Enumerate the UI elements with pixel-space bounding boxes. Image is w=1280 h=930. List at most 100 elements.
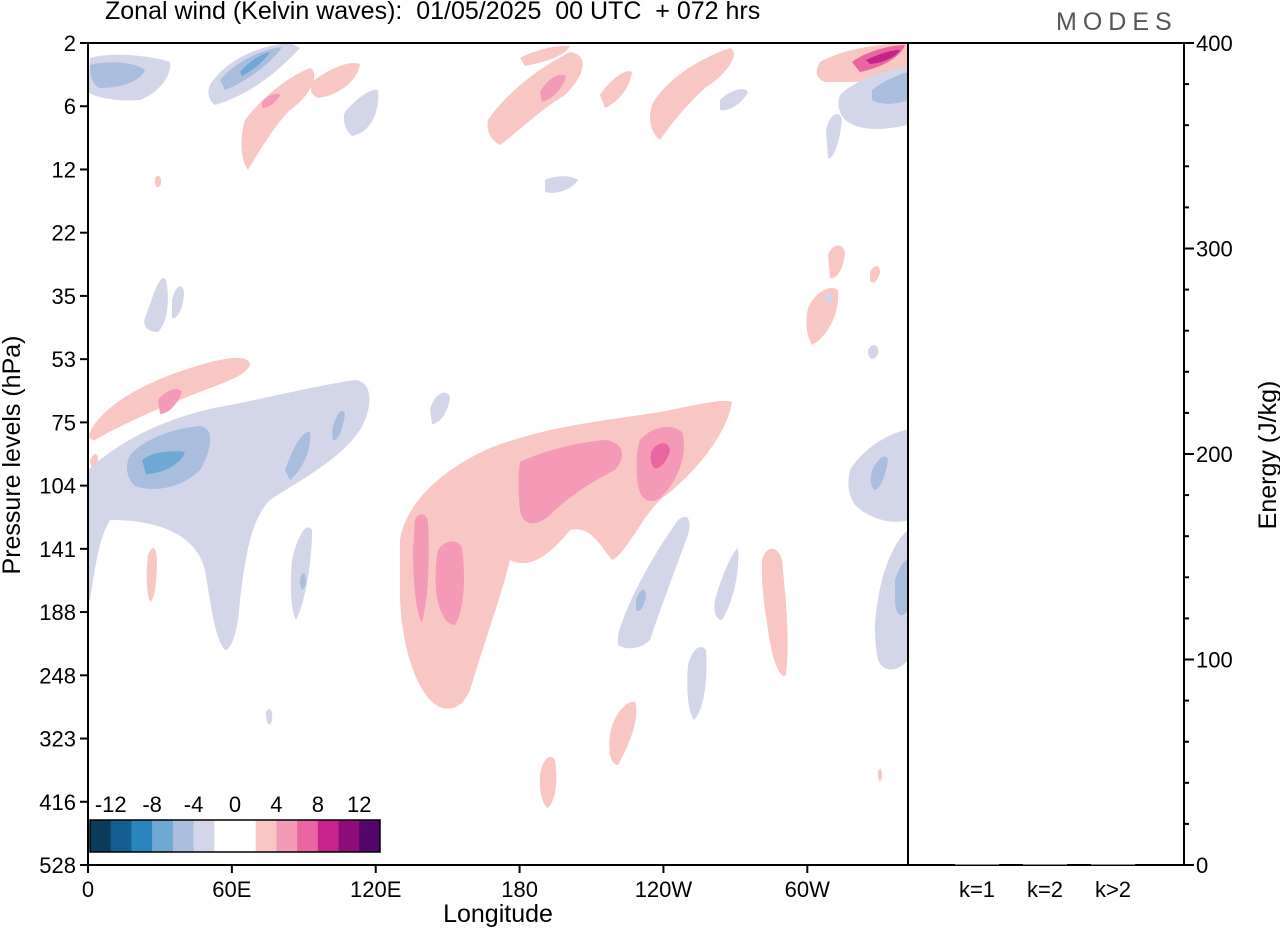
colorbar-swatch [172,820,194,852]
energy-tick-label: 400 [1196,31,1233,56]
energy-bar [1091,864,1135,865]
contour-neg-weak [687,646,707,720]
y-axis-label: Pressure levels (hPa) [0,336,26,575]
modes-logo: MODES [1056,8,1178,36]
x-tick-label: 180 [501,877,538,902]
axes: 0 60E 120E 180 120W 60W 2 6 12 22 35 53 75 104 141 188… [0,31,1280,928]
y-tick-label: 188 [39,600,76,625]
contour-neg-weak [343,89,379,136]
y-tick-label: 53 [52,347,76,372]
contour-neg-weak [430,392,450,424]
contour-pos-weak [539,756,557,808]
contour-pos-weak [870,266,880,283]
contour-neg-weak [826,114,842,159]
energy-tick-label: 200 [1196,442,1233,467]
x-tick-label: 120W [635,877,693,902]
contour-neg-mod [285,431,311,480]
contour-neg-weak [720,89,748,111]
y-tick-label: 104 [39,474,76,499]
contour-pos-weak [241,68,315,170]
contour-neg-weak [266,709,273,725]
y-tick-label: 75 [52,410,76,435]
contour-pos-weak [828,245,845,279]
colorbar-frame [89,819,381,853]
colorbar: -12 -8 -4 0 4 8 12 [89,792,381,853]
contour-neg-mod [895,559,908,616]
y-tick-label: 6 [64,94,76,119]
colorbar-swatch [359,820,381,852]
contour-pos-weak [806,288,839,345]
x-axis-label: Longitude [443,900,553,928]
y-tick-label: 35 [52,284,76,309]
colorbar-swatch [152,820,174,852]
energy-category-label: k=1 [959,877,995,902]
contour-pos-mod [518,440,622,524]
y-tick-label: 141 [39,537,76,562]
colorbar-label: 8 [312,792,324,817]
contour-neg-weak [172,286,184,319]
y-tick-label: 528 [39,853,76,878]
contour-neg-mod [90,62,145,88]
colorbar-swatch [297,820,319,852]
y-tick-label: 416 [39,790,76,815]
x-tick-label: 60W [785,877,830,902]
contour-neg-mod [872,72,908,104]
y-tick-label: 22 [52,221,76,246]
contour-pos-weak [878,768,882,782]
energy-bar [955,864,999,865]
colorbar-swatch [214,820,236,852]
x-tick-label: 0 [82,877,94,902]
x-tick-label: 120E [350,877,401,902]
hovmoller-frame [87,42,909,866]
chart-title: Zonal wind (Kelvin waves): 01/05/2025 00… [105,0,761,25]
x-tick-label: 60E [212,877,251,902]
contour-neg-weak [868,345,879,359]
colorbar-swatch [255,820,277,852]
contour-pos-weak [520,45,570,66]
energy-category-label: k=2 [1027,877,1063,902]
contour-neg-weak [714,548,739,620]
energy-tick-label: 100 [1196,648,1233,673]
energy-category-label: k>2 [1095,877,1131,902]
contour-pos-mod [413,514,429,622]
colorbar-swatch [90,820,112,852]
contour-neg-weak [290,527,312,620]
colorbar-label: 12 [347,792,371,817]
contour-pos-mod [540,74,566,102]
contour-neg-weak [208,43,300,105]
contour-pos-mod [262,93,280,108]
energy-bar [1023,864,1067,865]
contour-pos-weak [650,48,734,140]
contour-neg-weak [545,176,578,193]
colorbar-swatch [338,820,360,852]
contour-neg-strong [240,52,270,76]
contour-neg-weak [875,530,908,670]
contour-neg-mod [332,410,345,441]
contour-pos-mod [158,389,182,414]
contour-neg-weak [824,292,833,304]
colorbar-swatch [317,820,339,852]
colorbar-swatch [235,820,257,852]
contour-pos-weak [761,548,788,676]
y-tick-label: 2 [64,31,76,56]
contour-pos-weak [487,52,583,145]
colorbar-swatch [110,820,132,852]
contour-neg-mod [300,573,306,590]
contour-neg-mod [870,456,888,490]
y-tick-label: 323 [39,727,76,752]
contour-pos-mod [435,541,464,625]
contour-pos-weak [154,176,162,188]
colorbar-label: -4 [184,792,204,817]
colorbar-swatch [276,820,298,852]
contour-neg-mod [636,589,646,612]
colorbar-label: 0 [229,792,241,817]
energy-tick-label: 0 [1196,853,1208,878]
contour-neg-strong [142,451,185,474]
colorbar-label: -8 [142,792,162,817]
contour-neg-weak [618,516,690,649]
y-tick-label: 248 [39,663,76,688]
colorbar-swatch [193,820,215,852]
contour-neg-weak [144,278,168,332]
